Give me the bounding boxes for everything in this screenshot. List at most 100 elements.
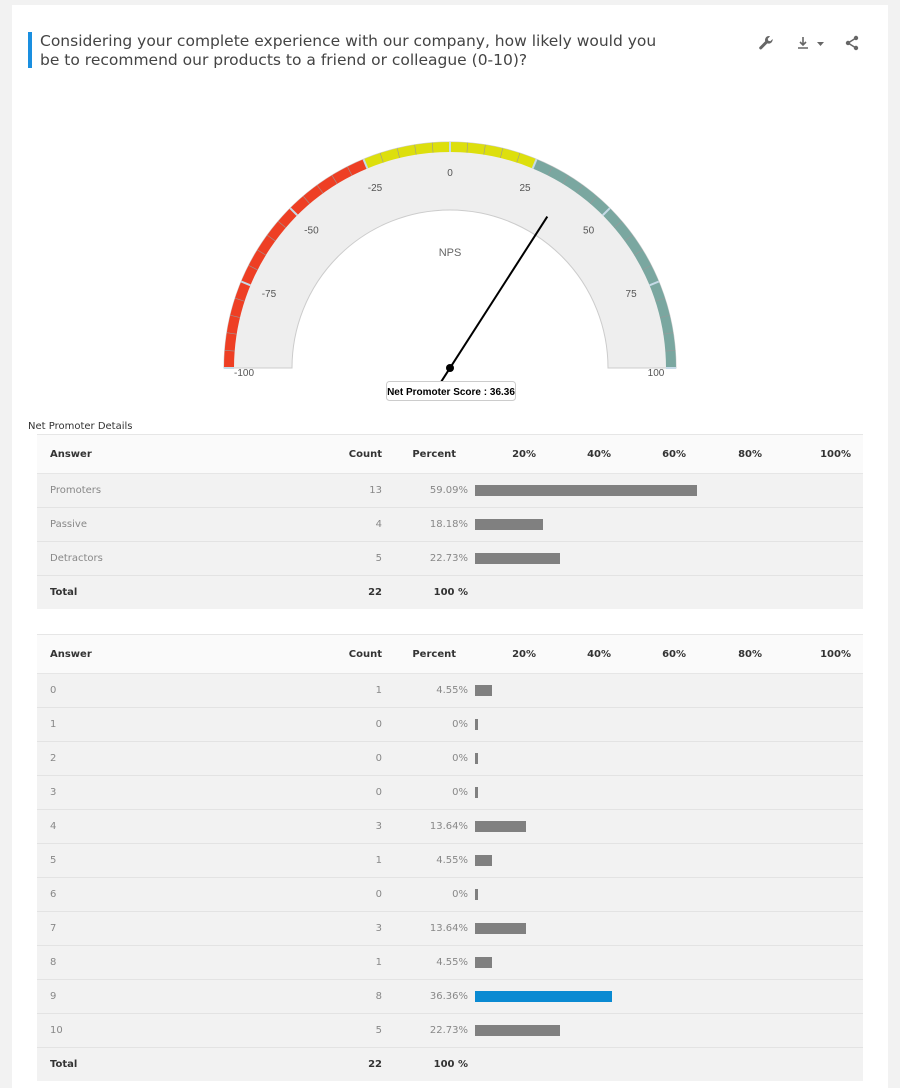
percent-cell: 0% bbox=[382, 707, 468, 742]
percent-header: Percent bbox=[382, 634, 468, 674]
gauge-tick bbox=[316, 184, 324, 194]
total-count: 22 bbox=[302, 575, 382, 609]
percent-bar bbox=[475, 519, 544, 530]
table-header: Answer Count Percent 20% 40% 60% 80% 100% bbox=[37, 634, 863, 674]
answer-cell: 10 bbox=[37, 1013, 302, 1048]
percent-header: Percent bbox=[382, 434, 468, 474]
table-row: 9 8 36.36% bbox=[37, 979, 863, 1014]
percent-bar bbox=[475, 553, 561, 564]
percent-cell: 13.64% bbox=[382, 809, 468, 844]
count-cell: 0 bbox=[302, 877, 382, 912]
scale-header: 20% bbox=[468, 634, 548, 674]
scale-header: 40% bbox=[548, 434, 623, 474]
table-row: 0 1 4.55% bbox=[37, 673, 863, 708]
answer-cell: 0 bbox=[37, 673, 302, 708]
gauge-tick-label: 50 bbox=[583, 225, 595, 236]
percent-cell: 36.36% bbox=[382, 979, 468, 1014]
gauge-tick bbox=[642, 265, 652, 271]
answer-header: Answer bbox=[37, 634, 302, 674]
percent-bar bbox=[475, 923, 527, 934]
gauge-tick bbox=[466, 142, 469, 153]
percent-cell: 4.55% bbox=[382, 945, 468, 980]
gauge-tick-label: 25 bbox=[519, 183, 531, 194]
table-row: 3 0 0% bbox=[37, 775, 863, 810]
table-row: 6 0 0% bbox=[37, 877, 863, 912]
percent-bar bbox=[475, 855, 493, 866]
table-row: 1 0 0% bbox=[37, 707, 863, 742]
gauge-tick bbox=[379, 152, 384, 163]
gauge-tick bbox=[602, 207, 611, 216]
percent-cell: 0% bbox=[382, 775, 468, 810]
gauge-needle bbox=[440, 216, 549, 383]
gauge-tick bbox=[248, 265, 258, 271]
share-icon[interactable] bbox=[844, 35, 860, 55]
total-row: Total 22 100 % bbox=[37, 575, 863, 609]
count-cell: 8 bbox=[302, 979, 382, 1014]
gauge-tick bbox=[240, 280, 251, 287]
gauge-tick-label: -50 bbox=[304, 225, 319, 236]
table-row: 8 1 4.55% bbox=[37, 945, 863, 980]
wrench-icon[interactable] bbox=[758, 35, 774, 55]
gauge-tick-label: -100 bbox=[234, 368, 254, 379]
count-cell: 3 bbox=[302, 911, 382, 946]
percent-cell: 0% bbox=[382, 741, 468, 776]
gauge-tick bbox=[516, 152, 521, 163]
gauge-tick bbox=[659, 314, 670, 318]
count-cell: 1 bbox=[302, 945, 382, 980]
gauge-tick-label: -25 bbox=[368, 183, 383, 194]
gauge-tick bbox=[257, 249, 266, 256]
percent-bar bbox=[475, 485, 698, 496]
percent-bar bbox=[475, 787, 478, 798]
answer-cell: Passive bbox=[37, 507, 302, 542]
gauge-tick-label: -75 bbox=[262, 289, 277, 300]
answer-cell: 1 bbox=[37, 707, 302, 742]
percent-cell: 4.55% bbox=[382, 673, 468, 708]
score-distribution-table: Answer Count Percent 20% 40% 60% 80% 100% 0 1 4.55… bbox=[37, 634, 863, 1081]
scale-header: 60% bbox=[623, 634, 698, 674]
gauge-tick bbox=[362, 158, 369, 169]
nps-summary-table: Answer Count Percent 20% 40% 60% 80% 100% Promot… bbox=[37, 434, 863, 609]
answer-header: Answer bbox=[37, 434, 302, 474]
percent-bar bbox=[475, 685, 493, 696]
score-tooltip-text: Net Promoter Score : 36.36 bbox=[387, 387, 515, 398]
percent-cell: 59.09% bbox=[382, 473, 468, 508]
percent-bar bbox=[475, 719, 478, 730]
gauge-tick bbox=[500, 148, 504, 159]
count-cell: 5 bbox=[302, 1013, 382, 1048]
percent-bar bbox=[475, 991, 612, 1002]
gauge-title: NPS bbox=[439, 247, 462, 259]
total-percent: 100 % bbox=[382, 575, 468, 609]
gauge-tick bbox=[649, 280, 660, 287]
nps-gauge: -100 -75 -50 -25 0 25 50 75 100 NPS Net Promoter… bbox=[223, 141, 677, 401]
scale-header: 100% bbox=[774, 634, 863, 674]
gauge-tick bbox=[576, 184, 584, 194]
total-row: Total 22 100 % bbox=[37, 1047, 863, 1081]
title-accent bbox=[28, 32, 32, 68]
percent-bar bbox=[475, 821, 527, 832]
scale-header: 80% bbox=[698, 634, 774, 674]
gauge-tick bbox=[483, 144, 486, 155]
count-cell: 1 bbox=[302, 673, 382, 708]
gauge-tick bbox=[266, 234, 276, 242]
gauge-tick bbox=[331, 175, 338, 184]
download-icon[interactable] bbox=[796, 35, 826, 55]
percent-cell: 13.64% bbox=[382, 911, 468, 946]
gauge-tick-label: 75 bbox=[626, 289, 638, 300]
gauge-tick bbox=[624, 234, 634, 242]
total-label: Total bbox=[37, 1047, 302, 1081]
gauge-pivot bbox=[446, 364, 454, 372]
gauge-tick bbox=[302, 195, 310, 204]
count-cell: 0 bbox=[302, 707, 382, 742]
table-row: Passive 4 18.18% bbox=[37, 507, 863, 542]
gauge-tick bbox=[547, 166, 553, 176]
gauge-tick bbox=[562, 175, 569, 184]
gauge-band bbox=[363, 142, 537, 169]
percent-cell: 4.55% bbox=[382, 843, 468, 878]
gauge-tick bbox=[634, 249, 643, 256]
count-cell: 0 bbox=[302, 741, 382, 776]
percent-cell: 22.73% bbox=[382, 541, 468, 576]
percent-bar bbox=[475, 889, 478, 900]
gauge-tick bbox=[665, 349, 676, 352]
table-row: 10 5 22.73% bbox=[37, 1013, 863, 1048]
gauge-tick bbox=[590, 195, 598, 204]
